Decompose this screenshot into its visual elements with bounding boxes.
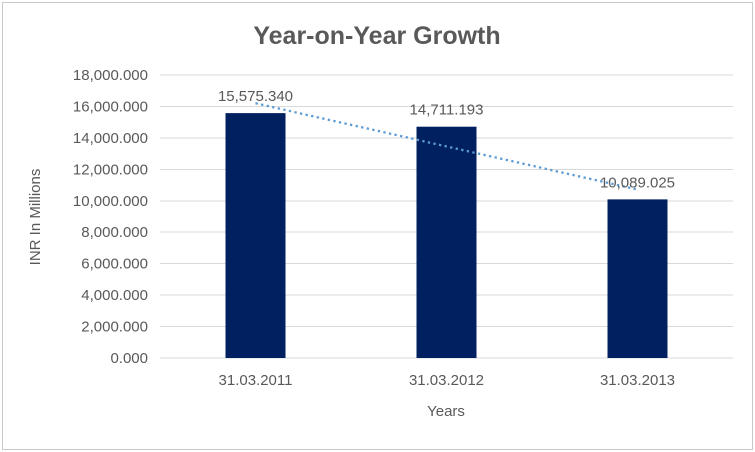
y-axis-tick-label: 10,000.000: [73, 193, 148, 210]
bars-layer: [225, 113, 668, 359]
y-axis-title: INR In Millions: [27, 169, 44, 266]
trendline: [255, 102, 638, 191]
y-axis-tick-label: 2,000.000: [81, 319, 148, 336]
y-axis-tick-label: 8,000.000: [81, 224, 148, 241]
x-axis-tick-label: 31.03.2011: [219, 372, 293, 389]
y-axis-tick-label: 6,000.000: [81, 256, 148, 273]
y-axis-tick-label: 0.000: [110, 350, 148, 367]
bar: [416, 126, 477, 358]
bar-data-label: 14,711.193: [410, 102, 484, 119]
y-axis-tick-label: 14,000.000: [73, 130, 148, 147]
y-axis-tick-label: 18,000.000: [73, 67, 148, 84]
chart-title: Year-on-Year Growth: [253, 22, 500, 50]
x-axis-title: Years: [427, 403, 465, 420]
bar: [225, 113, 286, 359]
bar: [607, 199, 668, 358]
bar-data-label: 15,575.340: [218, 88, 293, 105]
y-axis-tick-label: 16,000.000: [73, 98, 148, 115]
labels-layer: 0.000 2,000.000 4,000.000 6,000.000 8,000.00…: [73, 67, 675, 389]
x-axis-tick-label: 31.03.2012: [409, 372, 484, 389]
y-axis-tick-label: 4,000.000: [81, 287, 148, 304]
x-axis-tick-label: 31.03.2013: [600, 372, 675, 389]
y-axis-tick-label: 12,000.000: [73, 161, 148, 178]
trendline-layer: [255, 102, 638, 191]
bar-data-label: 10,089.025: [600, 174, 675, 191]
